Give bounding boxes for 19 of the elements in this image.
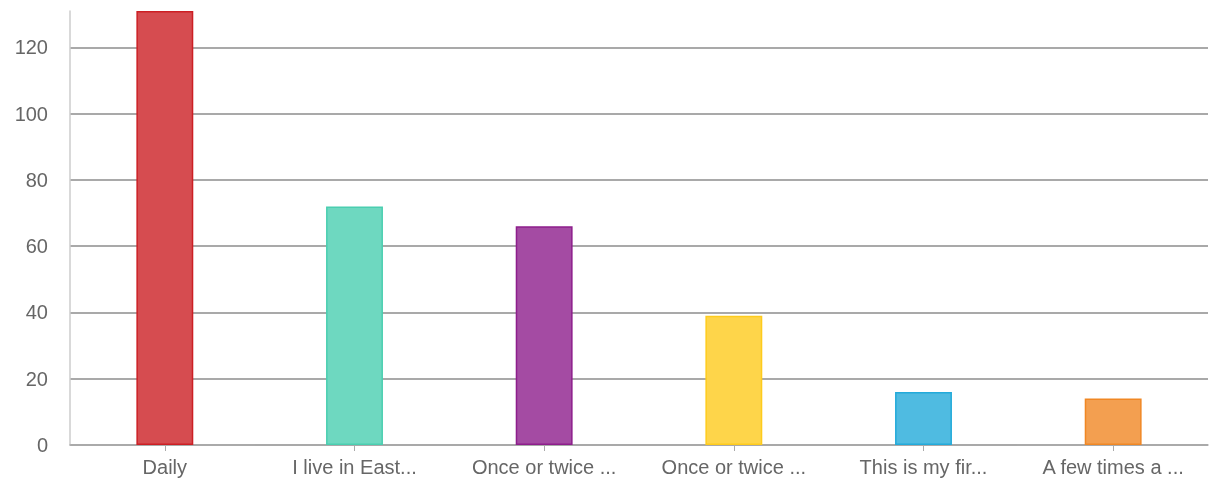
x-tick-label: This is my fir... xyxy=(859,456,988,478)
y-tick-label: 60 xyxy=(25,235,48,258)
bar xyxy=(895,391,952,445)
y-tick-label: 100 xyxy=(14,102,48,125)
x-tick-label: I live in East... xyxy=(292,456,417,478)
x-tick-label: A few times a ... xyxy=(1042,456,1184,478)
y-tick-label: 80 xyxy=(25,168,48,191)
x-tick-label: Once or twice ... xyxy=(661,456,807,478)
y-tick-label: 20 xyxy=(25,367,48,390)
bar xyxy=(136,11,194,445)
y-tick-label: 40 xyxy=(25,301,48,324)
bar xyxy=(326,206,383,445)
x-tick-label: Once or twice ... xyxy=(471,456,617,478)
y-tick-label: 120 xyxy=(14,36,48,59)
x-tick-label: Daily xyxy=(142,456,188,478)
bar xyxy=(1084,398,1142,445)
y-tick-label: 0 xyxy=(36,434,48,456)
bar xyxy=(515,226,573,445)
bar xyxy=(705,315,763,445)
